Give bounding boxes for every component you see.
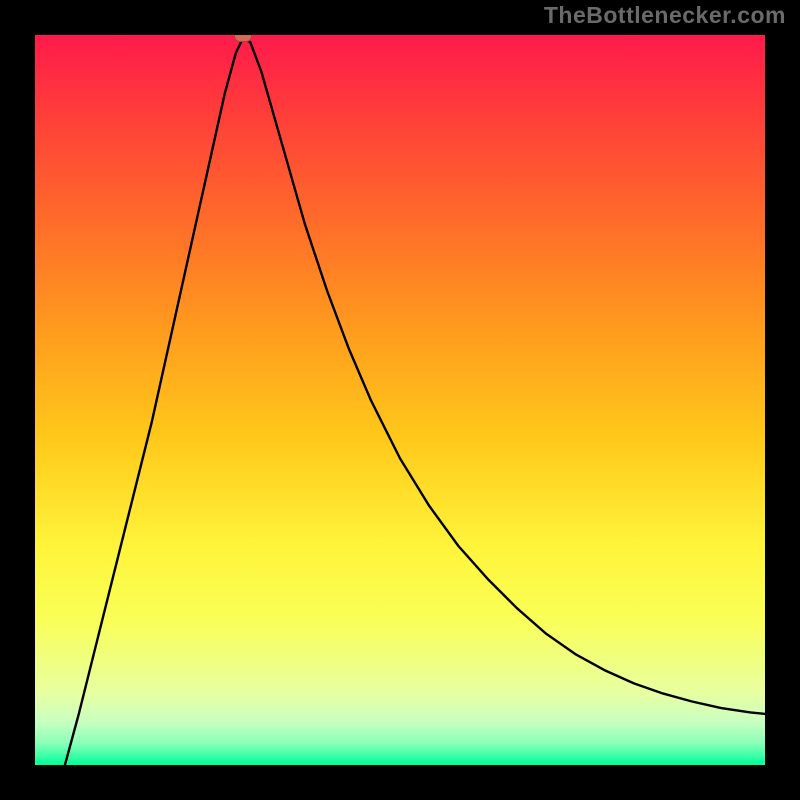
- optimal-marker: [234, 35, 252, 42]
- bottleneck-curve: [65, 38, 765, 765]
- curve-layer: [35, 35, 765, 765]
- chart-container: TheBottlenecker.com: [0, 0, 800, 800]
- optimal-marker-icon: [235, 35, 252, 42]
- plot-area: [35, 35, 765, 765]
- watermark-text: TheBottlenecker.com: [544, 2, 786, 29]
